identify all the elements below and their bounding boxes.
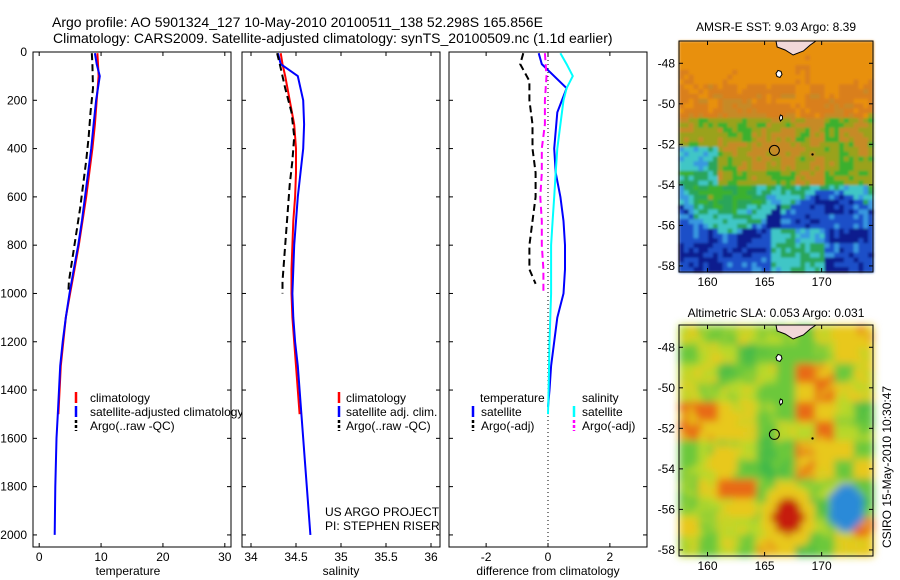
sla-map: Altimetric SLA: 0.053 Argo: 0.031 160 165… (658, 306, 874, 573)
timestamp-label: CSIRO 15-May-2010 10:30:47 (880, 386, 894, 548)
x-tick-label: 0 (545, 550, 552, 564)
x-tick-label: 35 (334, 550, 348, 564)
difference-panel: -2 0 2 difference from climatology tempera… (448, 51, 648, 578)
sst-map-frame (678, 40, 874, 273)
sla-map-title: Altimetric SLA: 0.053 Argo: 0.031 (688, 306, 865, 320)
y-tick-label: -52 (658, 421, 676, 435)
series-line-salinity-argo-adj- (539, 53, 548, 294)
series-line-satellite-adjusted-climatology (53, 53, 101, 535)
y-tick-label: -52 (658, 137, 676, 151)
project-annotation-line2: PI: STEPHEN RISER (325, 519, 440, 533)
legend-argo-label: Argo(..raw -QC) (90, 419, 175, 433)
y-tick-label: -58 (658, 543, 676, 557)
x-tick-label: 30 (218, 550, 232, 564)
x-tick-label: 20 (156, 550, 170, 564)
series-line-temperature-satellite (537, 52, 568, 408)
x-tick-label: 170 (812, 275, 832, 289)
y-tick-label: 800 (7, 238, 27, 252)
salinity-xlabel: salinity (323, 564, 360, 578)
x-tick-label: 160 (698, 559, 718, 573)
figure-title-line1: Argo profile: AO 5901324_127 10-May-2010… (52, 14, 543, 30)
temperature-xlabel: temperature (96, 564, 161, 578)
y-tick-label: -48 (658, 56, 676, 70)
sla-map-frame (678, 324, 874, 557)
argo-float-marker (768, 144, 780, 156)
legend-climatology-label: climatology (346, 391, 406, 405)
y-tick-label: 1400 (0, 383, 27, 397)
legend-satellite-label: satellite-adjusted climatology (90, 405, 243, 419)
argo-float-marker (768, 428, 780, 440)
difference-xlabel: difference from climatology (476, 564, 619, 578)
temperature-axes-frame (32, 51, 232, 548)
figure-title-line2: Climatology: CARS2009. Satellite-adjuste… (53, 30, 613, 46)
y-tick-label: -54 (658, 462, 676, 476)
sla-heatmap (679, 324, 874, 557)
difference-legend: temperature salinity satellite Argo(-adj… (471, 391, 635, 433)
series-line-climatology (279, 53, 301, 415)
temperature-legend: climatology satellite-adjusted climatolo… (74, 391, 243, 433)
legend-sal-argo-label: Argo(-adj) (582, 419, 635, 433)
series-line-salinity-satellite (547, 52, 574, 415)
sst-map-title: AMSR-E SST: 9.03 Argo: 8.39 (696, 20, 856, 34)
legend-temperature-title: temperature (480, 391, 545, 405)
y-tick-label: 1800 (0, 480, 27, 494)
temperature-panel: 0 10 20 30 0 200 400 600 800 1000 1200 1400 1600 1800… (0, 45, 243, 578)
x-tick-label: 34 (244, 550, 258, 564)
legend-salinity-title: salinity (582, 391, 619, 405)
x-tick-label: 165 (755, 559, 775, 573)
x-tick-label: 170 (812, 559, 832, 573)
x-tick-label: 2 (607, 550, 614, 564)
y-tick-label: 600 (7, 190, 27, 204)
salinity-panel: 34 34.5 35 35.5 36 salinity climatology sate… (241, 51, 441, 578)
y-tick-label: 1000 (0, 286, 27, 300)
x-tick-label: 160 (698, 275, 718, 289)
project-annotation-line1: US ARGO PROJECT (325, 505, 440, 519)
series-line-satellite-adj-clim- (277, 52, 312, 535)
salinity-axes-frame (241, 51, 441, 548)
series-line-argo-raw-qc- (276, 52, 296, 294)
sst-heatmap (679, 40, 874, 273)
x-tick-label: 0 (36, 550, 43, 564)
y-tick-label: -56 (658, 218, 676, 232)
y-tick-label: 1200 (0, 335, 27, 349)
legend-satellite-label: satellite adj. clim. (346, 405, 437, 419)
series-line-argo-raw-qc- (67, 53, 94, 294)
y-tick-label: -56 (658, 502, 676, 516)
x-tick-label: 165 (755, 275, 775, 289)
y-tick-label: -50 (658, 97, 676, 111)
x-tick-label: -2 (481, 550, 492, 564)
salinity-legend: climatology satellite adj. clim. Argo(..… (337, 391, 437, 433)
island-shapes (775, 40, 818, 156)
sst-map: AMSR-E SST: 9.03 Argo: 8.39 160 165 170 -48… (658, 20, 874, 289)
y-tick-label: 400 (7, 142, 27, 156)
legend-sal-satellite-label: satellite (582, 405, 623, 419)
y-tick-label: 0 (20, 45, 27, 59)
y-tick-label: 2000 (0, 528, 27, 542)
island-shapes (775, 324, 818, 440)
y-tick-label: 1600 (0, 431, 27, 445)
y-tick-label: 200 (7, 93, 27, 107)
series-line-temperature-argo-adj- (519, 52, 537, 285)
y-tick-label: -58 (658, 259, 676, 273)
legend-temp-satellite-label: satellite (481, 405, 522, 419)
x-tick-label: 36 (424, 550, 438, 564)
x-tick-label: 10 (94, 550, 108, 564)
y-tick-label: -54 (658, 178, 676, 192)
x-tick-label: 34.5 (284, 550, 308, 564)
legend-temp-argo-label: Argo(-adj) (481, 419, 534, 433)
legend-argo-label: Argo(..raw -QC) (346, 419, 431, 433)
y-tick-label: -50 (658, 381, 676, 395)
legend-climatology-label: climatology (90, 391, 150, 405)
y-tick-label: -48 (658, 340, 676, 354)
x-tick-label: 35.5 (374, 550, 398, 564)
